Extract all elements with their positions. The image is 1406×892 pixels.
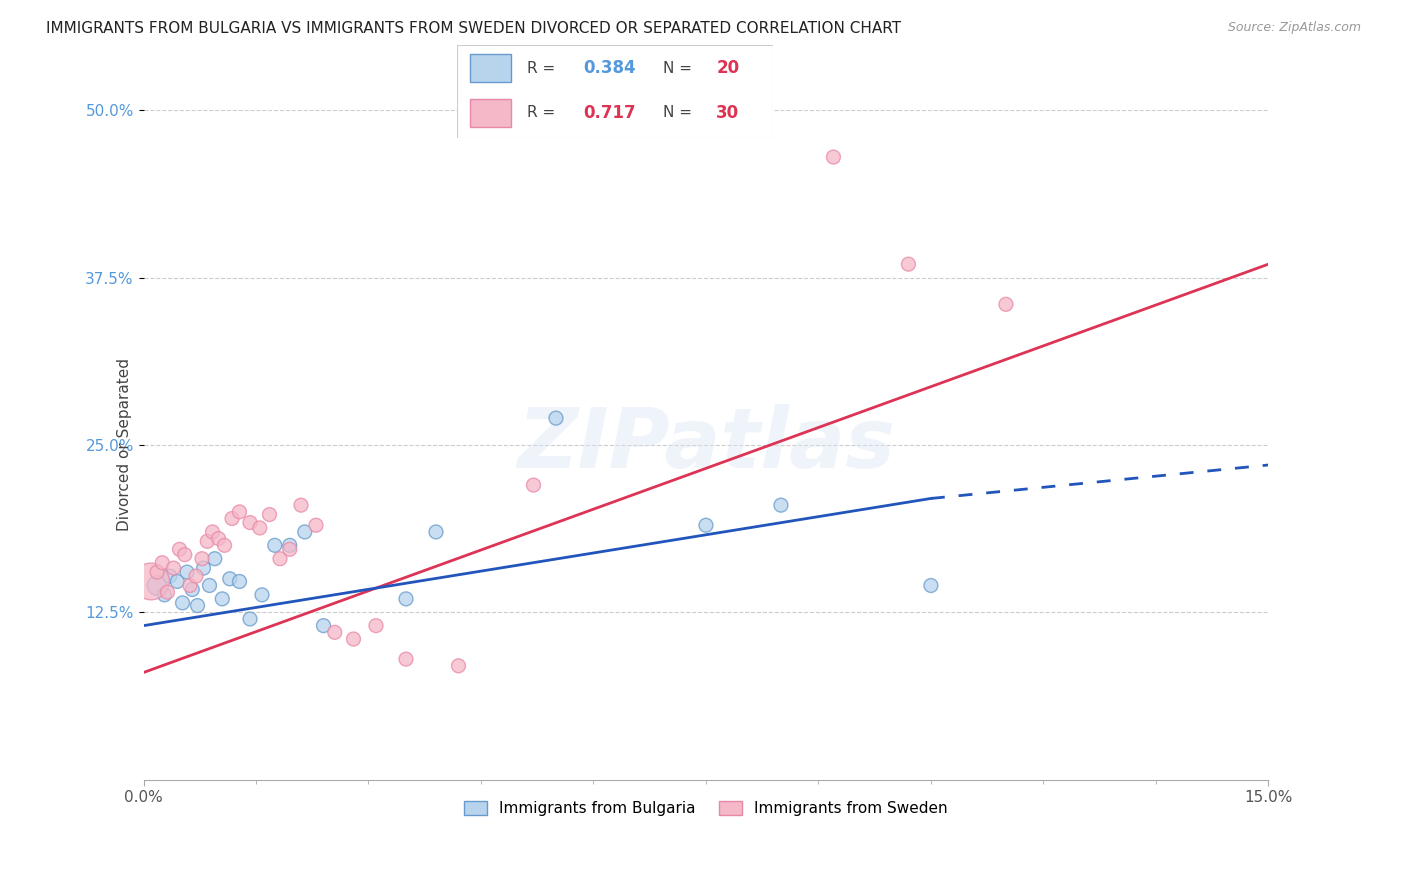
Point bbox=[447, 658, 470, 673]
Point bbox=[249, 521, 271, 535]
Point bbox=[263, 538, 285, 552]
Point bbox=[269, 551, 291, 566]
Point bbox=[994, 297, 1017, 311]
Point bbox=[156, 585, 179, 599]
Point bbox=[146, 578, 169, 592]
Point bbox=[150, 556, 173, 570]
Point bbox=[395, 591, 418, 606]
Point bbox=[169, 542, 191, 557]
Point bbox=[193, 561, 215, 575]
Point bbox=[278, 542, 301, 557]
Point bbox=[186, 599, 208, 613]
Point bbox=[201, 524, 224, 539]
Legend: Immigrants from Bulgaria, Immigrants from Sweden: Immigrants from Bulgaria, Immigrants fro… bbox=[458, 795, 953, 822]
Point bbox=[195, 534, 218, 549]
Point bbox=[173, 548, 195, 562]
Text: R =: R = bbox=[527, 61, 560, 76]
Point bbox=[198, 578, 221, 592]
Text: N =: N = bbox=[662, 61, 696, 76]
Point bbox=[228, 505, 250, 519]
Bar bbox=[470, 99, 510, 127]
Point bbox=[162, 561, 184, 575]
Text: 0.717: 0.717 bbox=[583, 104, 636, 122]
Point bbox=[312, 618, 335, 632]
Text: IMMIGRANTS FROM BULGARIA VS IMMIGRANTS FROM SWEDEN DIVORCED OR SEPARATED CORRELA: IMMIGRANTS FROM BULGARIA VS IMMIGRANTS F… bbox=[46, 21, 901, 36]
Point bbox=[250, 588, 273, 602]
Point bbox=[207, 532, 229, 546]
Point bbox=[305, 518, 328, 533]
Bar bbox=[470, 54, 510, 82]
Point bbox=[239, 612, 262, 626]
Point bbox=[146, 565, 169, 579]
Point bbox=[153, 588, 176, 602]
Point bbox=[522, 478, 544, 492]
Point bbox=[166, 574, 188, 589]
Text: 20: 20 bbox=[716, 59, 740, 77]
Point bbox=[544, 411, 567, 425]
Point bbox=[204, 551, 226, 566]
Point bbox=[823, 150, 845, 164]
Y-axis label: Divorced or Separated: Divorced or Separated bbox=[118, 359, 132, 532]
Point bbox=[181, 582, 204, 597]
Point bbox=[221, 511, 243, 525]
Point bbox=[211, 591, 233, 606]
Point bbox=[695, 518, 717, 533]
Point bbox=[176, 565, 198, 579]
Point bbox=[179, 578, 201, 592]
Point bbox=[159, 569, 181, 583]
Text: ZIPatlas: ZIPatlas bbox=[517, 404, 894, 485]
Point bbox=[425, 524, 447, 539]
Point bbox=[184, 569, 207, 583]
Point bbox=[172, 596, 194, 610]
Text: Source: ZipAtlas.com: Source: ZipAtlas.com bbox=[1227, 21, 1361, 34]
Point bbox=[218, 572, 240, 586]
Text: R =: R = bbox=[527, 105, 560, 120]
Point bbox=[228, 574, 250, 589]
FancyBboxPatch shape bbox=[457, 45, 773, 138]
Point bbox=[395, 652, 418, 666]
Point bbox=[290, 498, 312, 512]
Point bbox=[139, 574, 162, 589]
Point bbox=[342, 632, 364, 646]
Point bbox=[364, 618, 387, 632]
Text: 30: 30 bbox=[716, 104, 740, 122]
Point bbox=[214, 538, 236, 552]
Point bbox=[294, 524, 316, 539]
Point bbox=[769, 498, 792, 512]
Point bbox=[278, 538, 301, 552]
Point bbox=[920, 578, 942, 592]
Point bbox=[323, 625, 346, 640]
Point bbox=[239, 516, 262, 530]
Text: N =: N = bbox=[662, 105, 696, 120]
Point bbox=[191, 551, 214, 566]
Text: 0.384: 0.384 bbox=[583, 59, 636, 77]
Point bbox=[259, 508, 281, 522]
Point bbox=[897, 257, 920, 271]
